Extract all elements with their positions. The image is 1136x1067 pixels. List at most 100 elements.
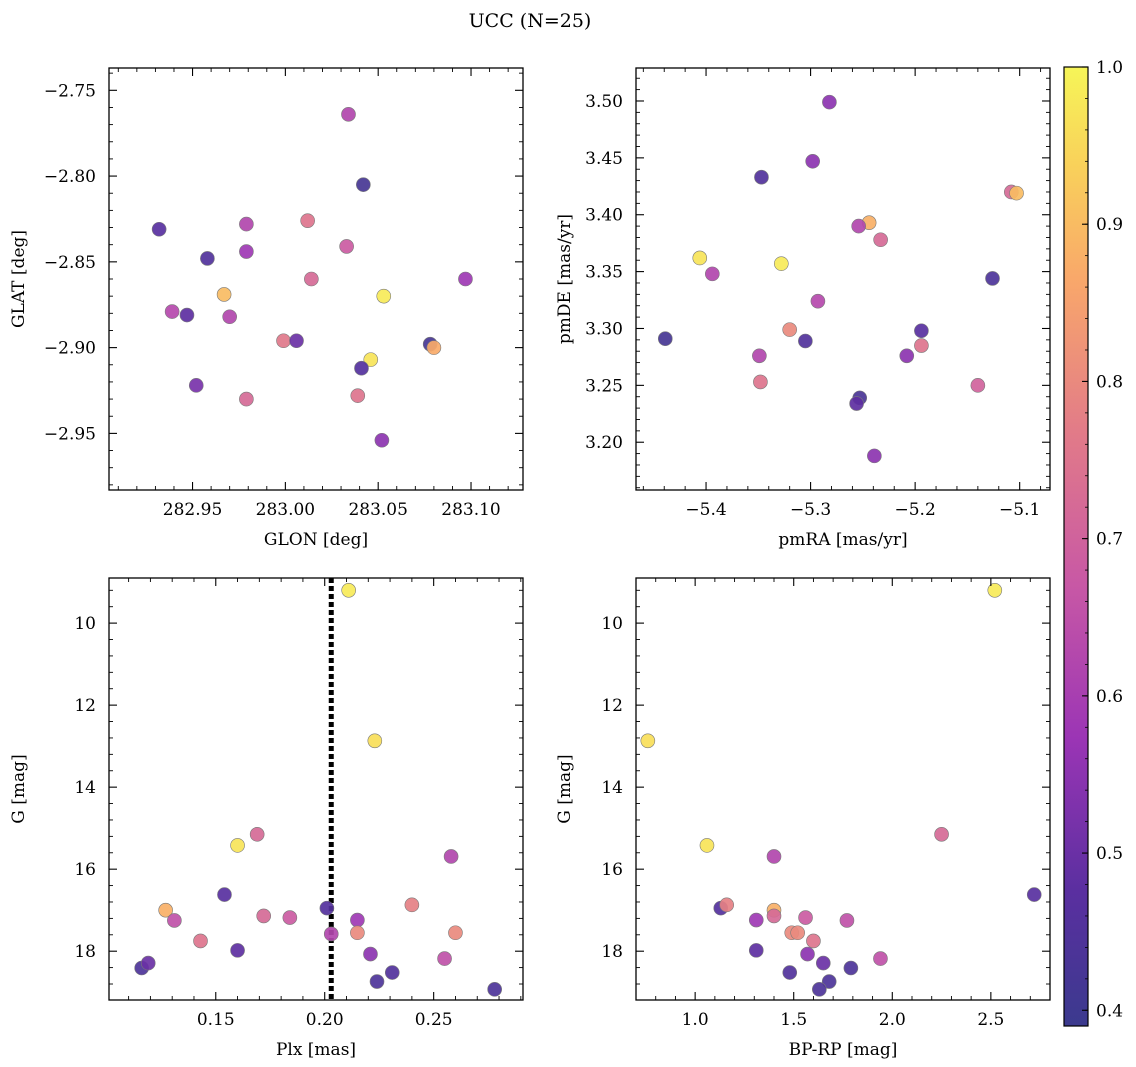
data-point bbox=[810, 293, 826, 309]
y-axis-label: pmDE [mas/yr] bbox=[555, 214, 575, 344]
x-tick-label: 2.0 bbox=[879, 1010, 906, 1030]
figure-title: UCC (N=25) bbox=[469, 10, 592, 32]
data-point bbox=[193, 933, 208, 949]
y-tick-label: −2.85 bbox=[44, 253, 96, 273]
scatter-panel-2: −5.4 −5.3 −5.2 −5.1 3.20 3.25 3.30 3.35 3.40 3.45… bbox=[555, 67, 1051, 550]
y-tick-label: 12 bbox=[74, 696, 96, 716]
data-point bbox=[282, 910, 298, 925]
y-tick-label: 3.45 bbox=[585, 149, 623, 169]
colorbar-tick-label: 0.5 bbox=[1096, 844, 1123, 864]
colorbar-tick-label: 0.4 bbox=[1096, 1001, 1123, 1021]
plot-frame bbox=[108, 577, 524, 1001]
y-tick-label: 16 bbox=[601, 860, 623, 880]
data-point bbox=[753, 374, 768, 390]
x-tick-label: 0.20 bbox=[306, 1010, 344, 1030]
colorbar-tick-label: 0.6 bbox=[1096, 687, 1123, 707]
data-point bbox=[304, 271, 319, 287]
y-tick-label: 3.35 bbox=[585, 263, 623, 283]
scatter-panel-3: 0.15 0.20 0.25 10 12 14 16 18 Plx [mas] G [mag] bbox=[9, 577, 524, 1060]
data-point bbox=[239, 391, 254, 407]
x-tick-label: 283.10 bbox=[441, 500, 500, 520]
data-point bbox=[217, 887, 232, 902]
data-point bbox=[188, 378, 204, 393]
data-point bbox=[812, 982, 827, 997]
data-point bbox=[151, 221, 167, 237]
data-point bbox=[798, 333, 813, 349]
data-point bbox=[766, 849, 782, 864]
x-tick-label: 0.15 bbox=[197, 1010, 235, 1030]
data-point bbox=[1009, 185, 1024, 201]
scatter-panel-4: 1.0 1.5 2.0 2.5 10 12 14 16 18 BP-RP [mag] G [mag] bbox=[555, 577, 1051, 1060]
data-point bbox=[985, 271, 1000, 286]
plot-frame bbox=[635, 67, 1051, 491]
colorbar-tick-label: 0.9 bbox=[1096, 215, 1123, 235]
data-point bbox=[339, 239, 354, 254]
data-point bbox=[300, 213, 315, 228]
y-tick-label: −2.75 bbox=[44, 81, 96, 101]
data-point bbox=[806, 933, 821, 949]
data-point bbox=[319, 900, 335, 916]
data-point bbox=[800, 946, 815, 962]
data-point bbox=[914, 338, 929, 353]
scatter-panel-1: 282.95 283.00 283.05 283.10 −2.75 −2.80 −2.85 −… bbox=[9, 67, 524, 550]
data-point bbox=[350, 925, 365, 941]
data-point bbox=[404, 897, 420, 913]
x-tick-label: −5.4 bbox=[685, 500, 726, 520]
data-point bbox=[350, 388, 366, 403]
data-point bbox=[216, 287, 232, 302]
data-point bbox=[914, 323, 929, 339]
data-point bbox=[384, 965, 400, 980]
data-point bbox=[748, 912, 764, 928]
data-point bbox=[356, 177, 371, 192]
x-tick-label: 283.05 bbox=[348, 500, 407, 520]
data-point bbox=[179, 307, 195, 323]
x-tick-label: 0.25 bbox=[415, 1010, 453, 1030]
data-point bbox=[899, 348, 915, 364]
data-point bbox=[158, 902, 173, 918]
y-axis-label: G [mag] bbox=[555, 754, 575, 823]
colorbar-tick-label: 0.7 bbox=[1096, 530, 1123, 550]
data-point bbox=[821, 974, 837, 989]
data-point bbox=[341, 107, 356, 122]
y-tick-label: −2.90 bbox=[44, 339, 96, 359]
data-point bbox=[200, 251, 215, 266]
y-tick-label: 3.40 bbox=[585, 206, 623, 226]
data-point bbox=[782, 965, 798, 980]
data-point bbox=[867, 448, 882, 464]
data-point bbox=[934, 827, 949, 842]
y-axis-label: G [mag] bbox=[9, 754, 29, 823]
data-point bbox=[350, 912, 365, 928]
y-tick-label: −2.80 bbox=[44, 167, 96, 187]
data-point bbox=[363, 352, 379, 367]
data-point bbox=[167, 913, 182, 928]
data-point bbox=[822, 94, 837, 110]
data-point bbox=[164, 304, 180, 319]
data-point bbox=[341, 583, 356, 598]
data-point bbox=[782, 322, 797, 337]
data-point bbox=[256, 908, 272, 924]
data-point bbox=[437, 951, 452, 966]
y-tick-label: 3.25 bbox=[585, 376, 623, 396]
x-tick-label: 1.0 bbox=[682, 1010, 709, 1030]
x-tick-label: 1.5 bbox=[780, 1010, 807, 1030]
data-point bbox=[815, 955, 831, 971]
data-point bbox=[805, 153, 820, 169]
x-tick-label: 2.5 bbox=[977, 1010, 1004, 1030]
data-point bbox=[692, 250, 708, 266]
data-point bbox=[719, 897, 734, 913]
data-point bbox=[1026, 887, 1042, 902]
data-point bbox=[458, 271, 473, 287]
data-point bbox=[748, 943, 764, 958]
data-point bbox=[354, 360, 369, 376]
colorbar: 0.4 0.5 0.6 0.7 0.8 0.9 1.0 bbox=[1063, 58, 1123, 1027]
data-point bbox=[873, 951, 888, 966]
y-tick-label: 14 bbox=[74, 778, 96, 798]
data-point bbox=[239, 244, 254, 259]
x-tick-label: 283.00 bbox=[256, 500, 315, 520]
x-axis-label: Plx [mas] bbox=[276, 1040, 356, 1060]
x-axis-label: GLON [deg] bbox=[264, 530, 368, 550]
x-axis-label: BP-RP [mag] bbox=[789, 1040, 898, 1060]
data-point bbox=[774, 256, 789, 271]
data-point bbox=[873, 232, 888, 248]
data-point bbox=[752, 348, 767, 364]
